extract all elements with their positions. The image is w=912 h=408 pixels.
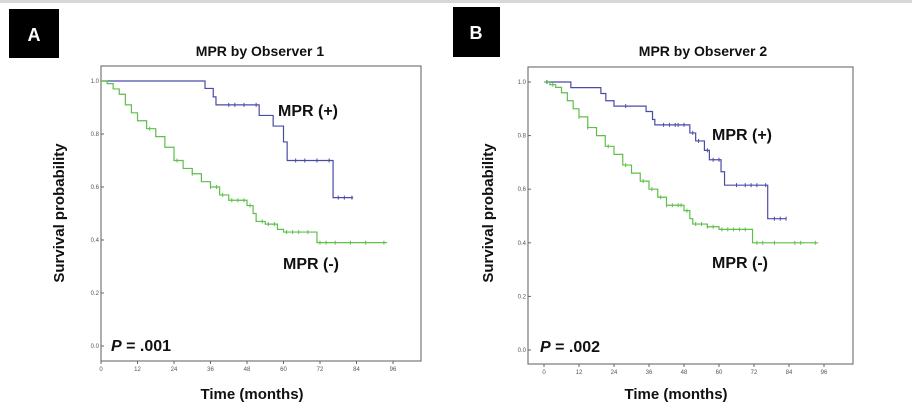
- survival-curve-mpr-pos: [101, 80, 354, 199]
- x-tick-label: 96: [821, 370, 828, 376]
- survival-curve-mpr-pos: [545, 81, 787, 220]
- p-value: P = .002: [540, 339, 600, 356]
- y-tick-label: 0.4: [91, 238, 100, 244]
- survival-curve-mpr-neg: [544, 81, 819, 244]
- x-tick-label: 84: [786, 370, 793, 376]
- series-label-mpr-pos: MPR (+): [278, 103, 338, 120]
- x-tick-label: 96: [390, 367, 397, 373]
- x-tick-label: 12: [576, 370, 583, 376]
- x-tick-label: 60: [280, 367, 287, 373]
- y-tick-label: 0.8: [91, 132, 100, 138]
- chart-title: MPR by Observer 2: [639, 43, 768, 59]
- x-tick-label: 36: [646, 370, 653, 376]
- x-tick-label: 48: [244, 367, 251, 373]
- chart-title: MPR by Observer 1: [196, 43, 325, 59]
- x-tick-label: 84: [353, 367, 360, 373]
- y-tick-label: 1.0: [518, 80, 527, 86]
- series-label-mpr-neg: MPR (-): [712, 255, 768, 272]
- p-value: P = .001: [111, 338, 171, 355]
- series-label-mpr-pos: MPR (+): [712, 127, 772, 144]
- p-number: = .002: [551, 339, 600, 356]
- x-tick-label: 24: [611, 370, 618, 376]
- plot-frame: [100, 65, 422, 362]
- y-tick-label: 0.6: [518, 187, 527, 193]
- panel-label: A: [28, 25, 41, 45]
- x-tick-label: 0: [99, 367, 103, 373]
- y-axis-label: Survival probability: [480, 143, 497, 283]
- x-axis-label: Time (months): [624, 386, 727, 403]
- x-tick-label: 72: [751, 370, 758, 376]
- top-border: [0, 0, 912, 3]
- panel-label-box: [453, 7, 500, 57]
- x-tick-label: 60: [716, 370, 723, 376]
- y-tick-label: 0.4: [518, 241, 527, 247]
- panel-label: B: [470, 23, 483, 43]
- series-label-mpr-neg: MPR (-): [283, 256, 339, 273]
- p-letter: P: [111, 338, 122, 355]
- p-letter: P: [540, 339, 551, 356]
- y-tick-label: 0.2: [518, 294, 527, 300]
- plot-frame: [527, 66, 854, 365]
- y-tick-label: 0.2: [91, 291, 100, 297]
- p-number: = .001: [122, 338, 171, 355]
- y-tick-label: 0.0: [91, 344, 100, 350]
- x-tick-label: 48: [681, 370, 688, 376]
- y-tick-label: 0.6: [91, 185, 100, 191]
- y-axis-label: Survival probability: [51, 143, 68, 283]
- panel-a: A MPR by Observer 1 Time (months) Surviv…: [9, 9, 422, 403]
- y-tick-label: 1.0: [91, 79, 100, 85]
- x-axis-label: Time (months): [200, 386, 303, 403]
- x-tick-label: 72: [317, 367, 324, 373]
- x-tick-label: 0: [542, 370, 546, 376]
- x-tick-label: 36: [207, 367, 214, 373]
- panel-label-box: [9, 9, 59, 58]
- panel-b: B MPR by Observer 2 Time (months) Surviv…: [453, 7, 854, 403]
- y-tick-label: 0.8: [518, 134, 527, 140]
- x-tick-label: 12: [134, 367, 141, 373]
- y-tick-label: 0.0: [518, 348, 527, 354]
- x-tick-label: 24: [171, 367, 178, 373]
